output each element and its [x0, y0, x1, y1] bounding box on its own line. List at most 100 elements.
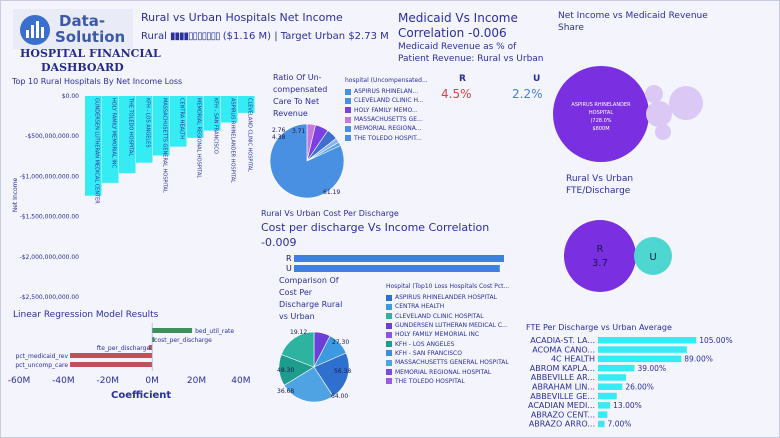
pie2-title-1: Comparison Of: [279, 276, 339, 285]
pie2-legend-item[interactable]: MASSACHUSETTS GENERAL HOSPITAL: [386, 358, 509, 367]
pie2-legend-item[interactable]: HOLY FAMILY MEMORIAL INC: [386, 330, 509, 339]
pie2-legend-item[interactable]: THE TOLEDO HOSPITAL: [386, 377, 509, 386]
pie2-legend-item[interactable]: KFH - LOS ANGELES: [386, 339, 509, 348]
fte-value-label: 105.00%: [699, 336, 732, 345]
pie2-legend-label: CLEVELAND CLINIC HOSPITAL: [395, 312, 484, 320]
share-title-2: Share: [558, 23, 584, 33]
pie2-legend-item[interactable]: GUNDERSEN LUTHERAN MEDICAL C...: [386, 321, 509, 330]
share-bubble-3: [669, 86, 703, 120]
pie1-legend-swatch: [345, 97, 351, 104]
fte-rural-label: R: [597, 244, 604, 255]
pie2-label-4: 56.38: [334, 368, 352, 375]
pie1-legend-label: MEMORIAL REGIONA...: [354, 125, 422, 133]
kpi-separator: |: [274, 31, 278, 42]
kpi-rural-label: Rural: [141, 31, 167, 42]
pie1-legend-item[interactable]: ASPIRUS RHINELAN...: [345, 87, 424, 96]
fte-rural-value: 3.7: [592, 258, 608, 269]
dashboard-subtitle-1: HOSPITAL FINANCIAL: [20, 47, 161, 60]
pie1-legend-label: CLEVELAND CLINIC H...: [354, 97, 424, 105]
pie1-label-2: 4.38: [272, 134, 286, 141]
pie2-legend-swatch: [386, 369, 392, 376]
cost-subtitle-2: -0.009: [261, 236, 297, 249]
regression-x-tick: -20M: [97, 376, 119, 386]
regression-bar-label: pct_uncomp_care: [15, 362, 68, 369]
pie1-legend-item[interactable]: CLEVELAND CLINIC H...: [345, 96, 424, 105]
pie1-legend-label: HOLY FAMILY MEMO...: [354, 106, 418, 114]
top10-bar-label: THE TOLEDO HOSPITAL: [127, 97, 133, 156]
pie1-legend-swatch: [345, 135, 351, 142]
top10-y-axis-label: Net Income: [12, 177, 19, 212]
pie2-title-3: Discharge Rural: [279, 300, 343, 309]
pie2-label-3: 48.30: [277, 367, 295, 374]
top10-title: Top 10 Rural Hospitals By Net Income Los…: [12, 77, 183, 86]
pie2-legend-item[interactable]: MEMORIAL REGIONAL HOSPITAL: [386, 367, 509, 376]
pie1-legend-item[interactable]: MASSACHUSETTS GE...: [345, 115, 424, 124]
regression-x-tick: 20M: [187, 376, 206, 386]
fte-avg-title: FTE Per Discharge vs Urban Average: [526, 323, 672, 332]
medicaid-rural-value: 4.5%: [441, 87, 472, 101]
pie2-legend-item[interactable]: ASPIRUS RHINELANDER HOSPITAL: [386, 293, 509, 302]
fte-bar-abbeville-ar: [598, 374, 627, 381]
logo-text-1: Data-: [59, 12, 106, 30]
regression-x-tick: 0M: [145, 376, 159, 386]
cost-title: Rural Vs Urban Cost Per Discharge: [261, 209, 399, 218]
pie1-legend-swatch: [345, 116, 351, 123]
pie1-legend-item[interactable]: MEMORIAL REGIONA...: [345, 124, 424, 133]
fte-bar-4c-health: [598, 355, 682, 363]
pie1-legend-item[interactable]: HOLY FAMILY MEMO...: [345, 106, 424, 115]
regression-x-label: Coefficient: [111, 390, 172, 401]
regression-bar-fte-per-discharge: [148, 345, 153, 350]
top10-bar-kfh-los-angeles: [136, 96, 153, 163]
top10-bar-label: CENTRA HEALTH: [178, 98, 184, 139]
kpi-target: Target Urban $2.73 M: [280, 31, 389, 42]
share-big-label-4: $800M: [592, 126, 609, 132]
fte-value-label: 39.00%: [637, 364, 666, 373]
medicaid-sub-2: Patient Revenue: Rural vs Urban: [398, 54, 544, 64]
fte-category-label: ABROM KAPLA...: [530, 364, 595, 373]
pie2-legend-item[interactable]: KFH - SAN FRANCISCO: [386, 349, 509, 358]
top10-bar-label: ASPIRUS RHINELANDER HOSPITAL: [229, 98, 235, 183]
pie2-legend-swatch: [386, 294, 392, 301]
fte-category-label: ACADIA-ST. LA...: [530, 336, 595, 345]
kpi-rural-value: ($1.16 M): [222, 31, 272, 42]
top10-bar-label: KFH - SAN FRANCISCO: [212, 98, 218, 154]
regression-chart: bed_util_rate cost_per_dischargefte_per_d…: [8, 323, 251, 386]
pie2-chart: [278, 331, 350, 403]
pie1-title-2: compensated: [273, 85, 328, 94]
pie2-slice-3: [283, 366, 334, 403]
pie2-slice-5: [280, 331, 315, 368]
pie2-legend-swatch: [386, 378, 392, 385]
pie1-label-1: 2.76: [272, 127, 286, 134]
pie2-label-6: 64.00: [331, 393, 349, 400]
top10-bar-cleveland-clinic-hospital: [238, 96, 255, 113]
pie2-legend-swatch: [386, 322, 392, 329]
top10-bar-label: MASSACHUSETTS GENERAL HOSPITAL: [161, 98, 167, 193]
medicaid-title-2: Correlation -0.006: [398, 26, 507, 40]
regression-bar-label: pct_medicaid_rev: [16, 353, 69, 360]
regression-x-tick: -60M: [8, 376, 30, 386]
pie1-chart: [269, 123, 345, 199]
kpi-line: Rural ▮▮▮▮▯▯▯▯▯▯▯ ($1.16 M) | Target Urb…: [141, 31, 389, 42]
pie2-legend-item[interactable]: CLEVELAND CLINIC HOSPITAL: [386, 312, 509, 321]
pie1-legend-title: hospital (Uncompensated...: [345, 77, 428, 84]
pie2-legend-item[interactable]: CENTRA HEALTH: [386, 302, 509, 311]
fte-avg-bar-chart: ACADIA-ST. LA... 105.00% ACOMA CANO...4C H…: [528, 336, 733, 429]
regression-bar-label: cost_per_discharge: [154, 337, 212, 344]
pie2-legend: ASPIRUS RHINELANDER HOSPITAL CENTRA HEALT…: [386, 293, 509, 386]
pie2-legend-swatch: [386, 303, 392, 310]
pie1-label-4: 61.19: [323, 189, 341, 196]
pie1-legend: ASPIRUS RHINELAN... CLEVELAND CLINIC H...…: [345, 87, 424, 143]
fte-category-label: ACOMA CANO...: [532, 345, 595, 354]
dashboard-subtitle-2: DASHBOARD: [41, 61, 124, 74]
pie1-legend-item[interactable]: THE TOLEDO HOSPIT...: [345, 133, 424, 142]
medicaid-urban-value: 2.2%: [512, 87, 543, 101]
share-big-label-1: ASPIRUS RHINELANDER: [571, 102, 631, 108]
pie2-legend-label: CENTRA HEALTH: [395, 303, 445, 311]
fte-bubble-rural: [564, 220, 636, 292]
pie2-legend-swatch: [386, 341, 392, 348]
regression-bar-label: bed_util_rate: [195, 328, 234, 335]
fte-category-label: ABBEVILLE AR...: [531, 373, 595, 382]
top10-y-tick: -$1,500,000,000.00: [20, 214, 80, 221]
pie1-title-1: Ratio Of Un-: [273, 73, 322, 82]
